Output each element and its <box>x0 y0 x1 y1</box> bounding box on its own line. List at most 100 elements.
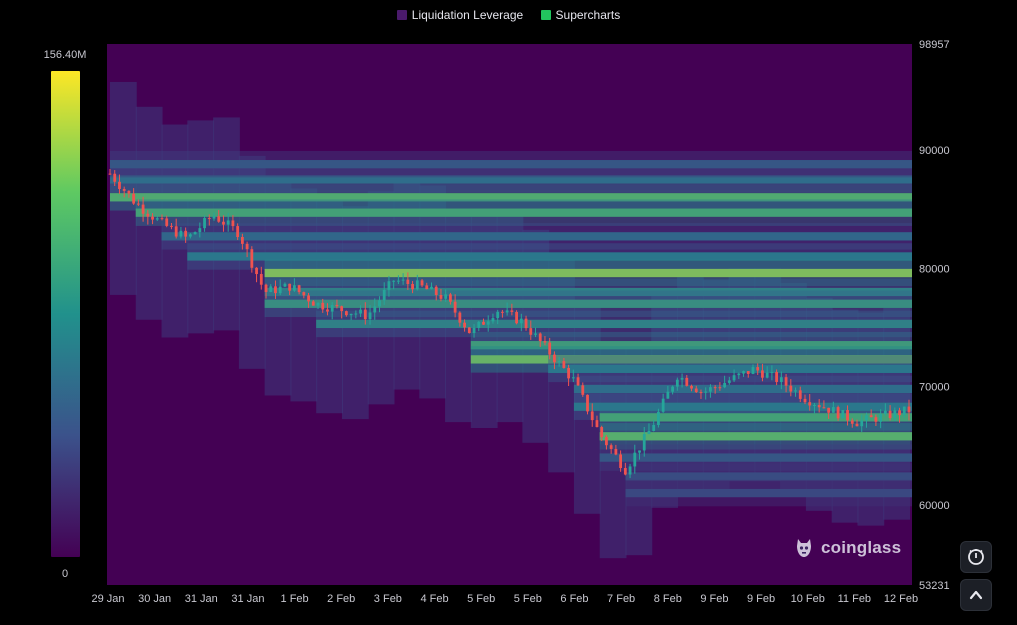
x-tick-label: 29 Jan <box>91 593 124 605</box>
candle-body <box>605 437 608 446</box>
screenshot-button[interactable] <box>960 541 992 573</box>
candle-body <box>685 377 689 386</box>
candle-body <box>657 411 660 425</box>
liquidation-band <box>470 341 912 350</box>
candle-body <box>690 385 693 389</box>
candle-body <box>652 424 656 431</box>
liquidation-band <box>135 208 913 217</box>
colorbar-min-label: 0 <box>62 568 68 580</box>
candle-body <box>614 448 618 455</box>
x-tick-label: 31 Jan <box>231 593 264 605</box>
legend-item-supercharts[interactable]: Supercharts <box>540 8 620 22</box>
x-tick-label: 4 Feb <box>420 593 448 605</box>
candle-body <box>151 216 154 220</box>
candle-body <box>827 407 831 413</box>
candle-body <box>770 371 774 373</box>
candle-body <box>638 450 641 453</box>
legend-label-liquidation: Liquidation Leverage <box>411 8 524 22</box>
candle-body <box>822 407 826 409</box>
liquidation-band-halo <box>110 150 912 178</box>
x-tick-label: 7 Feb <box>607 593 635 605</box>
y-tick-label: 98957 <box>919 39 950 51</box>
liquidation-band-halo <box>573 375 912 403</box>
candle-body <box>482 321 485 325</box>
candle-body <box>699 392 703 394</box>
candle-body <box>515 311 518 324</box>
liquidation-band <box>264 268 913 278</box>
candle-body <box>893 410 897 419</box>
candle-body <box>453 301 457 313</box>
candle-body <box>155 218 159 220</box>
liquidation-band <box>548 364 912 373</box>
legend-item-liquidation-leverage[interactable]: Liquidation Leverage <box>396 8 524 22</box>
candle-body <box>108 173 112 175</box>
x-tick-label: 11 Feb <box>838 593 871 605</box>
candle-body <box>581 385 585 395</box>
candle-body <box>642 434 646 451</box>
candle-body <box>160 218 164 220</box>
heat-glow <box>367 191 395 405</box>
candle-body <box>146 213 150 217</box>
candle-body <box>879 414 883 422</box>
candle-body <box>316 302 320 306</box>
candle-body <box>789 385 793 392</box>
candle-body <box>411 284 414 290</box>
liquidation-band <box>110 175 912 184</box>
y-tick-label: 90000 <box>919 145 950 157</box>
candle-body <box>633 452 637 467</box>
candle-body <box>330 304 334 312</box>
liquidation-band-halo <box>264 290 913 318</box>
candle-body <box>283 283 287 287</box>
candle-body <box>590 411 594 421</box>
liquidation-band <box>110 193 912 202</box>
candle-body <box>396 280 400 282</box>
liquidation-band-halo <box>470 331 912 359</box>
candle-body <box>486 321 490 325</box>
candle-body <box>567 367 570 379</box>
heat-glow <box>110 81 137 295</box>
candle-body <box>865 415 868 421</box>
coinglass-wordmark: coinglass <box>821 538 902 557</box>
x-tick-label: 5 Feb <box>514 593 542 605</box>
liquidation-band-halo <box>625 463 912 490</box>
candle-body <box>675 379 679 387</box>
candle-body <box>737 373 741 376</box>
candle-body <box>255 267 258 275</box>
x-tick-label: 1 Feb <box>281 593 309 605</box>
scroll-top-button[interactable] <box>960 579 992 611</box>
candle-body <box>321 302 325 310</box>
heat-bands <box>110 81 913 559</box>
candle-body <box>170 225 173 227</box>
candle-body <box>217 216 221 222</box>
candle-body <box>359 309 362 314</box>
candle-body <box>501 311 504 313</box>
candle-body <box>118 181 121 189</box>
colorbar-max-label: 156.40M <box>44 49 87 61</box>
x-axis-ticks: 29 Jan 30 Jan 31 Jan 31 Jan 1 Feb 2 Feb 3 Feb 4… <box>91 593 918 605</box>
candle-body <box>288 283 292 291</box>
candle-body <box>203 218 206 229</box>
candle-body <box>467 327 471 334</box>
candle-body <box>510 310 514 312</box>
candle-body <box>846 410 849 421</box>
candle-body <box>458 312 462 323</box>
candle-body <box>311 301 315 306</box>
candle-body <box>354 313 358 315</box>
candle-body <box>444 294 448 299</box>
liquidation-band-halo <box>599 423 912 450</box>
candle-body <box>898 410 901 416</box>
candle-body <box>902 406 906 416</box>
candle-body <box>619 454 623 469</box>
liquidation-band <box>599 453 912 462</box>
candle-body <box>136 203 140 205</box>
candle-body <box>207 218 211 220</box>
candle-body <box>746 371 750 374</box>
candle-body <box>274 286 277 294</box>
candle-body <box>666 391 670 399</box>
x-tick-label: 6 Feb <box>560 593 588 605</box>
liquidation-band-halo <box>548 355 912 383</box>
candle-body <box>179 230 183 237</box>
candle-body <box>165 218 169 226</box>
candle-body <box>765 372 769 378</box>
